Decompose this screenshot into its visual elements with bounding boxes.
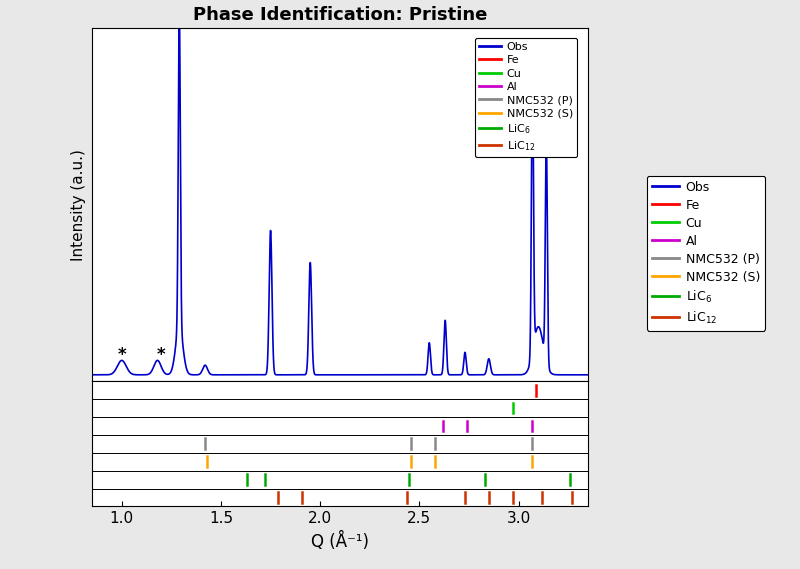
Title: Phase Identification: Pristine: Phase Identification: Pristine bbox=[193, 6, 487, 24]
Text: *: * bbox=[157, 345, 166, 364]
Legend: Obs, Fe, Cu, Al, NMC532 (P), NMC532 (S), LiC$_6$, LiC$_{12}$: Obs, Fe, Cu, Al, NMC532 (P), NMC532 (S),… bbox=[474, 38, 578, 158]
X-axis label: Q (Å⁻¹): Q (Å⁻¹) bbox=[311, 532, 369, 551]
Y-axis label: Intensity (a.u.): Intensity (a.u.) bbox=[71, 149, 86, 261]
Text: *: * bbox=[118, 345, 126, 364]
Legend: Obs, Fe, Cu, Al, NMC532 (P), NMC532 (S), LiC$_6$, LiC$_{12}$: Obs, Fe, Cu, Al, NMC532 (P), NMC532 (S),… bbox=[647, 176, 765, 331]
